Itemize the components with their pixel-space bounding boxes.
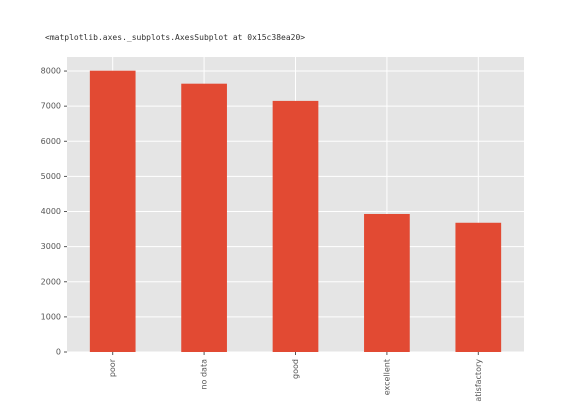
bar [89,70,136,353]
x-tick-label: excellent [382,359,391,395]
y-tick-label: 6000 [41,137,61,146]
x-tick-label: satisfactory [474,359,483,402]
y-tick-label: 8000 [41,67,61,76]
x-tick-label: good [291,359,300,379]
y-tick-label: 1000 [41,312,61,321]
output-text: <matplotlib.axes._subplots.AxesSubplot a… [45,33,306,42]
y-tick-label: 4000 [41,207,61,216]
y-tick-label: 2000 [41,277,61,286]
y-tick-label: 5000 [41,172,61,181]
bar [455,222,502,352]
x-tick-label: no data [200,359,209,390]
bar [272,100,319,353]
y-tick-label: 7000 [41,102,61,111]
bar [181,83,227,352]
y-tick-label: 3000 [41,242,61,251]
x-tick-label: poor [108,358,117,377]
bar [364,213,410,352]
y-tick-label: 0 [56,348,61,357]
